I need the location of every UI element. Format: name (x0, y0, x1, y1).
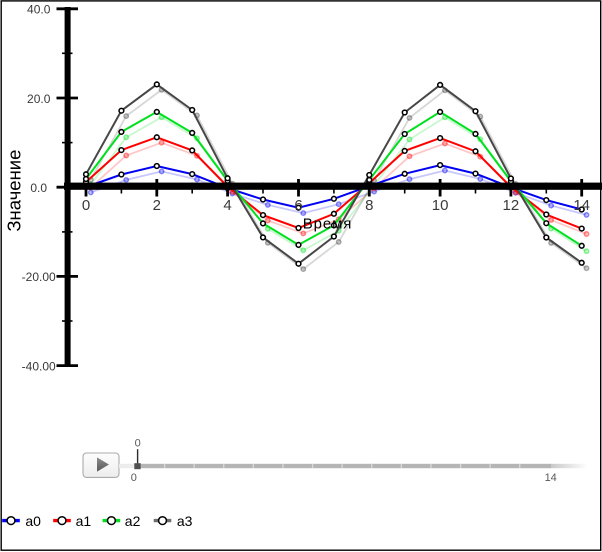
svg-text:a1: a1 (76, 513, 92, 529)
svg-text:2: 2 (153, 197, 161, 214)
svg-text:0.0: 0.0 (30, 181, 47, 195)
svg-text:a3: a3 (177, 513, 193, 529)
svg-text:Время: Время (303, 216, 353, 233)
svg-text:8: 8 (365, 197, 373, 214)
svg-text:a0: a0 (25, 513, 41, 529)
svg-text:-40.00: -40.00 (22, 359, 56, 373)
svg-text:0: 0 (131, 472, 137, 484)
svg-text:10: 10 (432, 197, 449, 214)
svg-text:6: 6 (294, 197, 302, 214)
svg-text:14: 14 (573, 197, 590, 214)
svg-text:0: 0 (135, 437, 141, 449)
svg-text:Значение: Значение (3, 150, 24, 232)
svg-text:a2: a2 (125, 513, 141, 529)
svg-text:12: 12 (503, 197, 520, 214)
svg-text:4: 4 (223, 197, 231, 214)
svg-text:-20.00: -20.00 (22, 270, 56, 284)
svg-text:0: 0 (82, 197, 90, 214)
svg-text:40.0: 40.0 (27, 3, 51, 17)
svg-text:14: 14 (545, 472, 557, 484)
svg-text:20.0: 20.0 (27, 92, 51, 106)
